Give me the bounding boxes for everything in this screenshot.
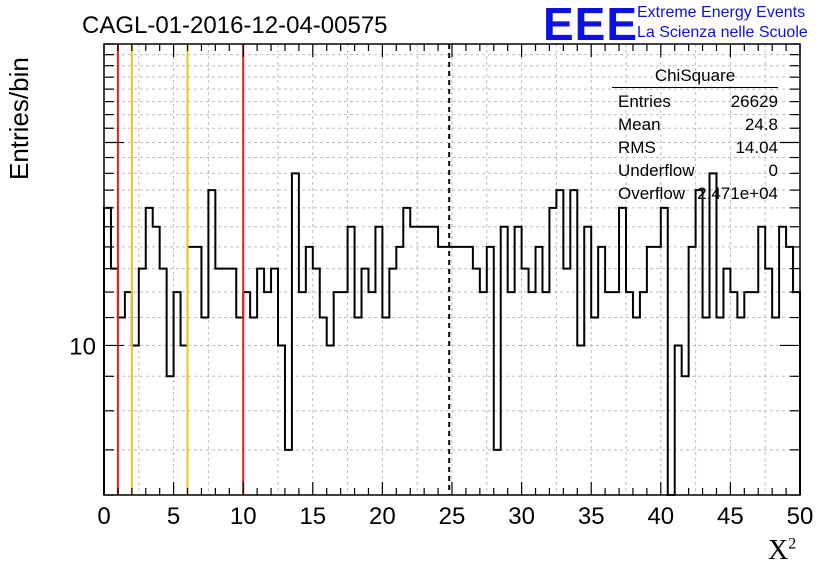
x-tick-label: 5 — [167, 503, 180, 530]
stat-row-rms: RMS 14.04 — [618, 138, 778, 157]
x-tick-label: 30 — [508, 503, 535, 530]
eee-logo: EEE — [543, 0, 639, 50]
chart-title: CAGL-01-2016-12-04-00575 — [82, 12, 388, 39]
stat-row-overflow: Overflow 2.471e+04 — [618, 184, 778, 203]
x-tick-label: 40 — [647, 503, 674, 530]
x-axis-label: X2 — [768, 535, 797, 566]
x-tick-label: 35 — [578, 503, 605, 530]
stats-title: ChiSquare — [612, 66, 778, 88]
logo-line-2: La Scienza nelle Scuole — [637, 24, 808, 41]
x-tick-label: 10 — [230, 503, 257, 530]
y-axis-label: Entries/bin — [4, 57, 34, 180]
x-tick-label: 0 — [97, 503, 110, 530]
stat-row-entries: Entries 26629 — [618, 92, 778, 111]
histogram-series — [103, 172, 801, 496]
y-tick-label: 10 — [69, 333, 96, 360]
x-tick-label: 25 — [439, 503, 466, 530]
x-tick-label: 20 — [369, 503, 396, 530]
stats-box: ChiSquare Entries 26629 Mean 24.8 RMS 14.04… — [612, 66, 778, 205]
x-tick-label: 50 — [787, 503, 814, 530]
stat-row-underflow: Underflow 0 — [618, 161, 778, 180]
x-tick-label: 15 — [299, 503, 326, 530]
stat-row-mean: Mean 24.8 — [618, 115, 778, 134]
logo-line-1: Extreme Energy Events — [637, 4, 806, 21]
x-tick-label: 45 — [717, 503, 744, 530]
